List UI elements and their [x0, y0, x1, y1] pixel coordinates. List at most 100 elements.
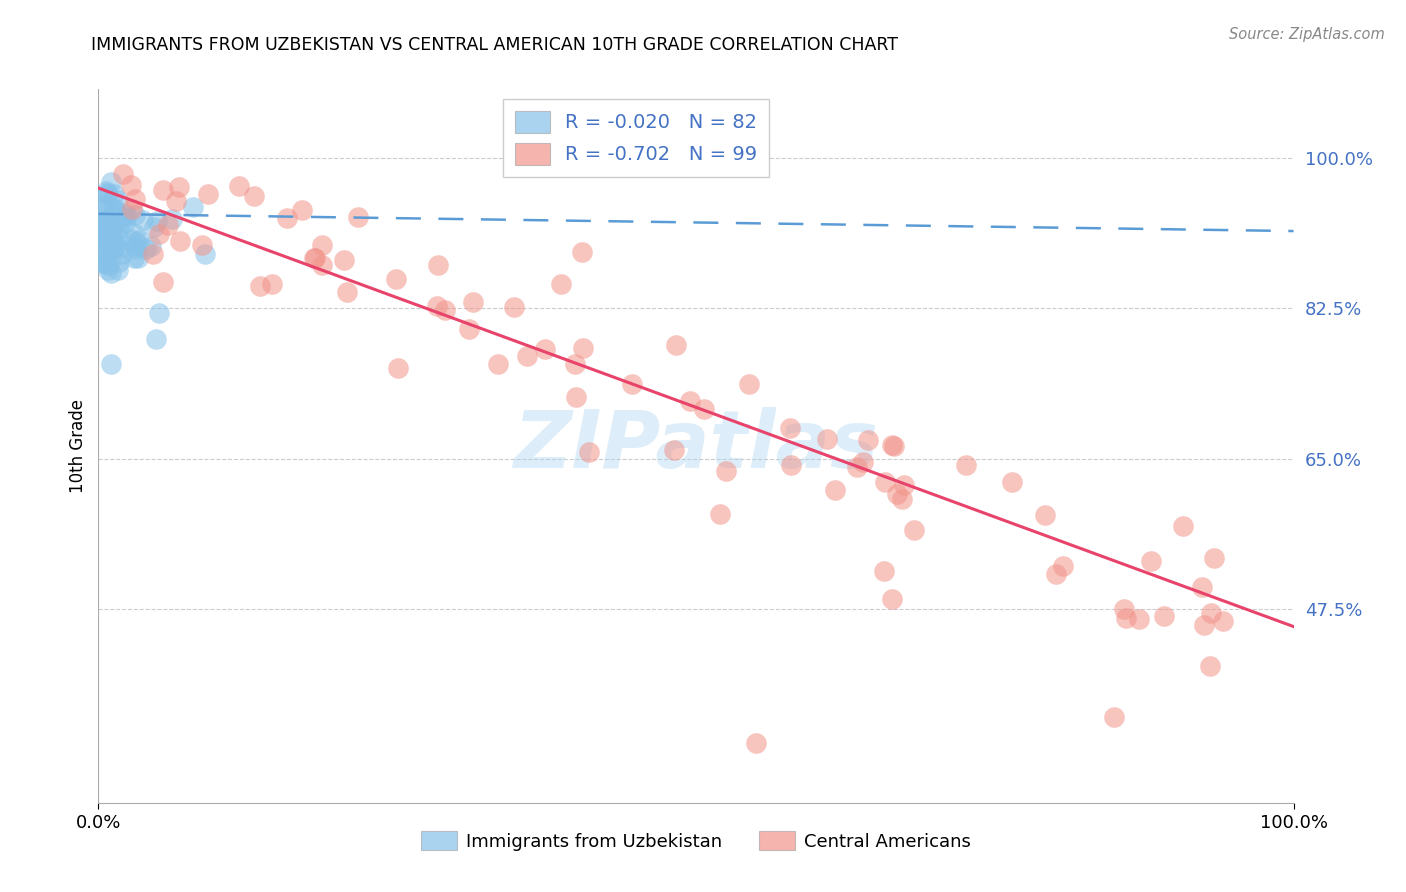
- Point: [124, 227, 146, 241]
- Point: [883, 439, 905, 453]
- Legend: Immigrants from Uzbekistan, Central Americans: Immigrants from Uzbekistan, Central Amer…: [413, 824, 979, 858]
- Point: [311, 238, 333, 252]
- Point: [516, 349, 538, 363]
- Point: [93, 225, 115, 239]
- Point: [142, 247, 165, 261]
- Point: [387, 361, 409, 376]
- Point: [679, 394, 702, 409]
- Point: [852, 454, 875, 468]
- Point: [89, 226, 111, 240]
- Point: [846, 460, 869, 475]
- Point: [160, 211, 183, 226]
- Point: [97, 211, 120, 226]
- Point: [98, 243, 121, 257]
- Point: [709, 507, 731, 521]
- Point: [461, 295, 484, 310]
- Point: [1128, 612, 1150, 626]
- Point: [91, 248, 114, 262]
- Point: [125, 235, 148, 250]
- Point: [97, 258, 120, 272]
- Point: [120, 178, 142, 193]
- Point: [117, 209, 139, 223]
- Y-axis label: 10th Grade: 10th Grade: [69, 399, 87, 493]
- Point: [291, 202, 314, 217]
- Point: [100, 234, 122, 248]
- Point: [89, 202, 111, 217]
- Point: [714, 464, 737, 478]
- Point: [243, 189, 266, 203]
- Point: [886, 487, 908, 501]
- Point: [97, 263, 120, 277]
- Point: [108, 242, 131, 256]
- Point: [114, 207, 136, 221]
- Point: [880, 592, 903, 607]
- Point: [332, 252, 354, 267]
- Point: [90, 218, 112, 232]
- Point: [98, 228, 121, 243]
- Point: [93, 256, 115, 270]
- Point: [101, 216, 124, 230]
- Text: ZIPatlas: ZIPatlas: [513, 407, 879, 485]
- Point: [108, 255, 131, 269]
- Point: [114, 216, 136, 230]
- Point: [103, 235, 125, 250]
- Point: [141, 239, 163, 253]
- Point: [572, 341, 595, 355]
- Point: [94, 184, 117, 198]
- Point: [503, 300, 526, 314]
- Point: [276, 211, 298, 226]
- Point: [93, 221, 115, 235]
- Point: [578, 445, 600, 459]
- Point: [893, 477, 915, 491]
- Point: [903, 523, 925, 537]
- Point: [93, 232, 115, 246]
- Point: [183, 200, 205, 214]
- Point: [101, 230, 124, 244]
- Point: [94, 198, 117, 212]
- Point: [120, 232, 142, 246]
- Point: [1140, 554, 1163, 568]
- Point: [1212, 614, 1234, 628]
- Point: [880, 438, 903, 452]
- Text: IMMIGRANTS FROM UZBEKISTAN VS CENTRAL AMERICAN 10TH GRADE CORRELATION CHART: IMMIGRANTS FROM UZBEKISTAN VS CENTRAL AM…: [91, 36, 898, 54]
- Point: [780, 458, 803, 473]
- Point: [107, 230, 129, 244]
- Point: [148, 227, 170, 242]
- Point: [311, 258, 333, 272]
- Point: [1199, 606, 1222, 620]
- Point: [94, 224, 117, 238]
- Point: [745, 736, 768, 750]
- Point: [124, 192, 146, 206]
- Point: [104, 239, 127, 253]
- Point: [228, 178, 250, 193]
- Point: [152, 275, 174, 289]
- Point: [571, 244, 593, 259]
- Point: [891, 492, 914, 507]
- Point: [858, 433, 880, 447]
- Point: [1052, 558, 1074, 573]
- Point: [662, 442, 685, 457]
- Point: [193, 247, 215, 261]
- Point: [1204, 551, 1226, 566]
- Point: [90, 213, 112, 227]
- Point: [1001, 475, 1024, 489]
- Point: [260, 277, 283, 291]
- Point: [197, 186, 219, 201]
- Point: [107, 262, 129, 277]
- Point: [564, 357, 586, 371]
- Point: [142, 219, 165, 234]
- Text: Source: ZipAtlas.com: Source: ZipAtlas.com: [1229, 27, 1385, 42]
- Point: [249, 279, 271, 293]
- Point: [89, 252, 111, 267]
- Point: [107, 194, 129, 208]
- Point: [426, 300, 449, 314]
- Point: [955, 458, 977, 472]
- Point: [97, 236, 120, 251]
- Point: [111, 247, 134, 261]
- Point: [779, 421, 801, 435]
- Point: [107, 222, 129, 236]
- Point: [101, 220, 124, 235]
- Point: [103, 235, 125, 249]
- Point: [873, 475, 896, 490]
- Point: [621, 377, 644, 392]
